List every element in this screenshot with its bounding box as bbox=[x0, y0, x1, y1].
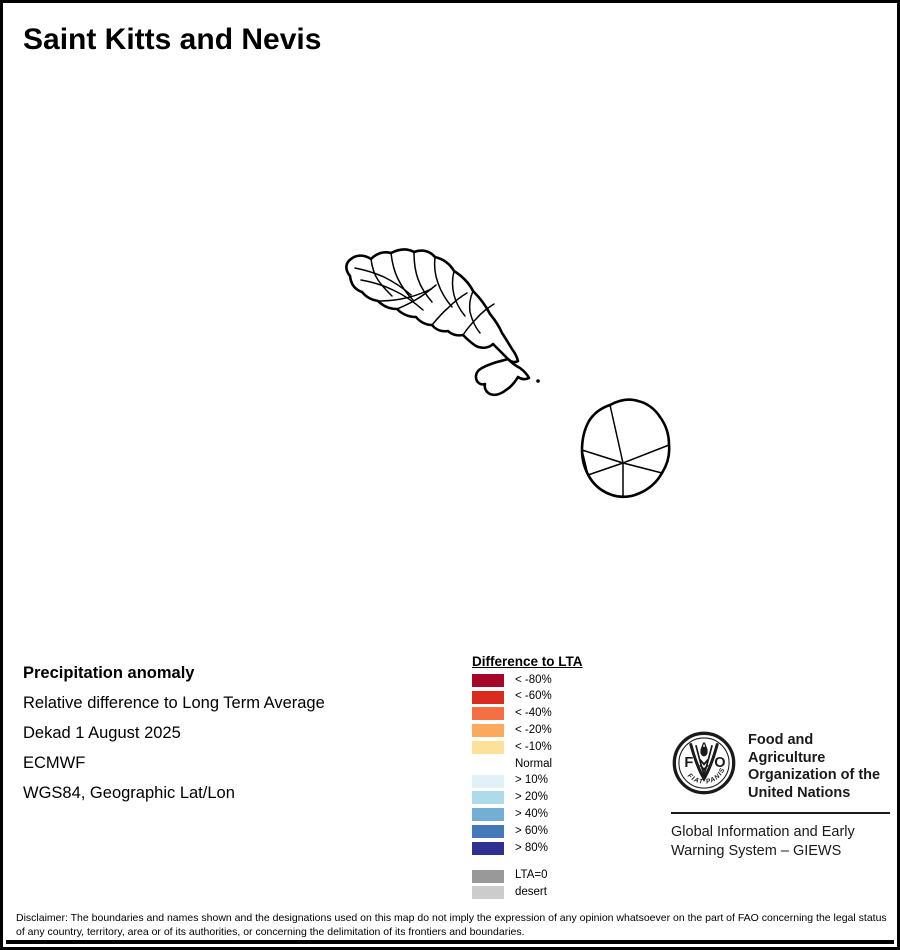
legend-item[interactable]: < -20% bbox=[472, 722, 642, 739]
legend-label: > 40% bbox=[515, 808, 548, 821]
legend-item-lta-zero[interactable]: LTA=0 bbox=[472, 868, 642, 885]
legend-item-desert[interactable]: desert bbox=[472, 885, 642, 902]
legend-swatch bbox=[472, 707, 504, 721]
legend-label: LTA=0 bbox=[515, 869, 548, 882]
caption-line-projection: WGS84, Geographic Lat/Lon bbox=[23, 784, 235, 802]
page-title: Saint Kitts and Nevis bbox=[23, 23, 322, 56]
saint-kitts-outline bbox=[345, 248, 520, 364]
nevis-outline bbox=[580, 398, 671, 499]
legend-item[interactable]: > 80% bbox=[472, 840, 642, 857]
caption-line-period: Dekad 1 August 2025 bbox=[23, 724, 181, 742]
islet-dot bbox=[536, 379, 540, 383]
legend-label: < -60% bbox=[515, 690, 552, 703]
fao-logo-icon: F A O FIAT PANIS bbox=[671, 730, 737, 801]
svg-text:O: O bbox=[714, 755, 725, 771]
map-canvas[interactable] bbox=[3, 63, 897, 643]
island-saint-kitts bbox=[345, 248, 531, 397]
disclaimer-text: Disclaimer: The boundaries and names sho… bbox=[16, 912, 887, 938]
island-nevis bbox=[580, 398, 671, 499]
legend-item[interactable]: < -40% bbox=[472, 706, 642, 723]
saint-kitts-parish-boundaries bbox=[354, 251, 495, 336]
fao-name-line: Food and Agriculture bbox=[748, 732, 826, 766]
caption-line-title: Precipitation anomaly bbox=[23, 664, 195, 682]
legend-title: Difference to LTA bbox=[472, 654, 583, 669]
legend-swatch bbox=[472, 774, 504, 788]
fao-divider bbox=[671, 812, 890, 814]
legend-swatch bbox=[472, 673, 504, 687]
legend-swatch bbox=[472, 869, 504, 883]
giews-name-line: Global Information and Early bbox=[671, 824, 855, 840]
legend-swatch bbox=[472, 808, 504, 822]
legend-spacer bbox=[472, 857, 642, 868]
legend-item[interactable]: > 60% bbox=[472, 823, 642, 840]
legend-label: > 20% bbox=[515, 791, 548, 804]
legend-swatch bbox=[472, 886, 504, 900]
legend-swatch bbox=[472, 758, 504, 771]
legend-item[interactable]: > 40% bbox=[472, 806, 642, 823]
legend-swatch bbox=[472, 791, 504, 805]
svg-text:F: F bbox=[684, 755, 693, 771]
legend-swatch bbox=[472, 690, 504, 704]
fao-branding-block: F A O FIAT PANIS Food and Agriculture Or… bbox=[671, 730, 893, 861]
legend-label: < -10% bbox=[515, 740, 552, 753]
legend-label: desert bbox=[515, 886, 547, 899]
legend-label: < -20% bbox=[515, 724, 552, 737]
legend-label: < -40% bbox=[515, 707, 552, 720]
legend-label: > 80% bbox=[515, 841, 548, 854]
legend-swatch bbox=[472, 741, 504, 755]
legend-item[interactable]: > 20% bbox=[472, 790, 642, 807]
legend-item[interactable]: < -80% bbox=[472, 672, 642, 689]
caption-line-source: ECMWF bbox=[23, 754, 86, 772]
nevis-parish-boundaries bbox=[581, 404, 670, 498]
legend-label: > 10% bbox=[515, 774, 548, 787]
legend: Difference to LTA < -80% < -60% < -40% <… bbox=[472, 654, 642, 901]
legend-item[interactable]: < -10% bbox=[472, 739, 642, 756]
legend-label: Normal bbox=[515, 757, 553, 770]
legend-swatch bbox=[472, 724, 504, 738]
legend-swatch bbox=[472, 841, 504, 855]
bottom-rule bbox=[6, 940, 894, 944]
fao-name-line: United Nations bbox=[748, 784, 851, 801]
giews-name-line: Warning System – GIEWS bbox=[671, 843, 842, 859]
caption-line-description: Relative difference to Long Term Average bbox=[23, 694, 325, 712]
legend-item-normal[interactable]: Normal bbox=[472, 756, 642, 773]
legend-label: < -80% bbox=[515, 673, 552, 686]
legend-item[interactable]: > 10% bbox=[472, 773, 642, 790]
legend-swatch bbox=[472, 825, 504, 839]
caption-block: Precipitation anomaly Relative differenc… bbox=[23, 658, 443, 808]
fao-organization-name: Food and Agriculture Organization of the… bbox=[748, 730, 893, 802]
svg-text:A: A bbox=[700, 741, 708, 753]
fao-name-line: Organization of the bbox=[748, 767, 881, 783]
legend-label: > 60% bbox=[515, 824, 548, 837]
legend-item[interactable]: < -60% bbox=[472, 689, 642, 706]
saint-kitts-peninsula bbox=[474, 357, 531, 397]
giews-programme-name: Global Information and Early Warning Sys… bbox=[671, 823, 893, 861]
